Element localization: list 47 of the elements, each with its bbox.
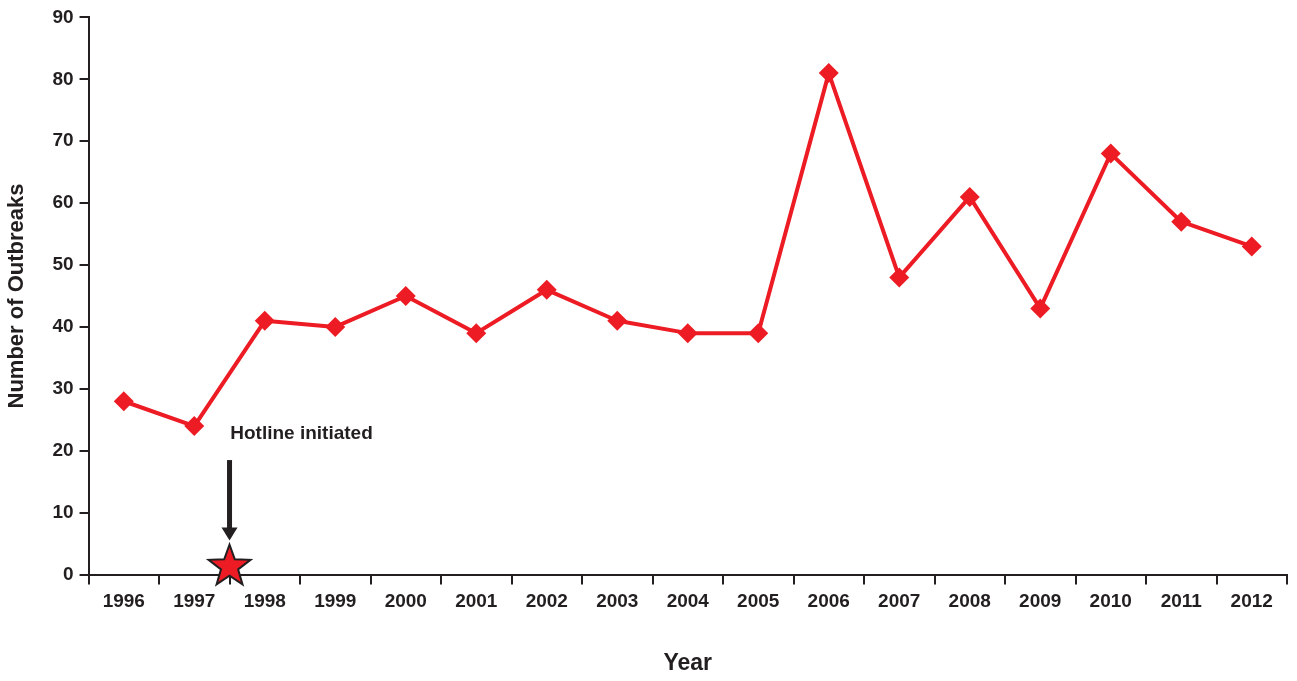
x-axis-title: Year bbox=[663, 648, 713, 675]
x-tick-label: 2010 bbox=[1089, 590, 1132, 612]
point bbox=[607, 310, 628, 331]
point bbox=[395, 286, 416, 306]
point bbox=[748, 323, 769, 344]
x-tick-label: 2011 bbox=[1160, 590, 1203, 612]
point bbox=[1241, 236, 1262, 257]
annotation: Hotline initiated bbox=[230, 421, 373, 443]
y-tick-label: 80 bbox=[52, 67, 74, 89]
point bbox=[1100, 143, 1121, 164]
x-tick-label: 1998 bbox=[243, 590, 286, 612]
x-tick-label: 2003 bbox=[596, 590, 639, 612]
y-tick-label: 60 bbox=[52, 191, 74, 213]
y-axis-title: Number of Outbreaks bbox=[3, 183, 29, 409]
y-tick-label: 70 bbox=[52, 129, 74, 151]
x-tick-label: 2006 bbox=[807, 590, 850, 612]
point bbox=[536, 279, 557, 300]
point bbox=[818, 63, 839, 84]
y-tick-label: 0 bbox=[62, 562, 74, 584]
x-tick-label: 1996 bbox=[102, 590, 145, 612]
point bbox=[113, 391, 134, 412]
y-tick-label: 30 bbox=[52, 377, 74, 399]
x-tick-label: 2001 bbox=[455, 590, 498, 612]
x-tick-label: 2004 bbox=[666, 590, 710, 612]
point bbox=[184, 416, 205, 437]
x-tick-label: 1997 bbox=[173, 590, 216, 612]
y-tick-label: 20 bbox=[52, 439, 74, 461]
y-tick-label: 10 bbox=[52, 500, 74, 522]
point bbox=[325, 316, 346, 337]
point bbox=[1030, 298, 1051, 319]
point bbox=[889, 267, 910, 288]
point bbox=[466, 323, 487, 344]
x-tick-label: 2009 bbox=[1019, 590, 1062, 612]
x-tick-label: 2000 bbox=[384, 590, 427, 612]
point bbox=[677, 323, 698, 344]
point bbox=[254, 310, 275, 331]
point bbox=[959, 186, 980, 207]
x-tick-label: 2008 bbox=[948, 590, 991, 612]
x-tick-label: 1999 bbox=[314, 590, 357, 612]
x-tick-label: 2012 bbox=[1230, 590, 1273, 612]
x-tick-label: 2002 bbox=[525, 590, 568, 612]
y-tick-label: 40 bbox=[52, 315, 74, 337]
x-tick-label: 2005 bbox=[737, 590, 780, 612]
y-tick-label: 90 bbox=[52, 5, 74, 27]
x-tick-label: 2007 bbox=[878, 590, 921, 612]
y-tick-label: 50 bbox=[52, 253, 74, 275]
point bbox=[1171, 211, 1192, 232]
